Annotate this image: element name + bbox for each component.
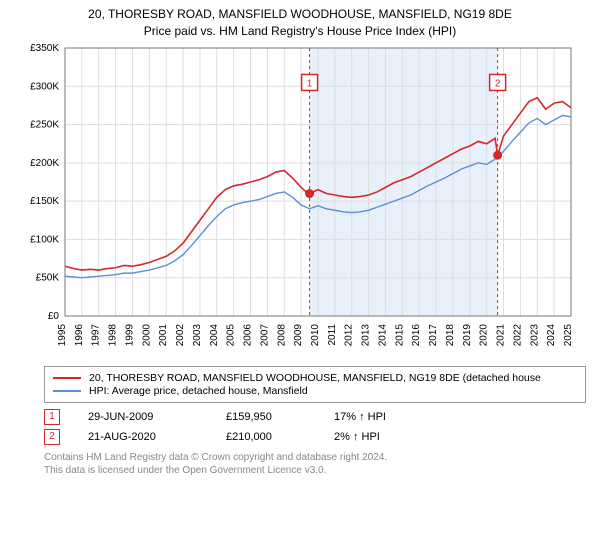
svg-text:1995: 1995 <box>57 323 68 346</box>
svg-text:1: 1 <box>307 78 313 89</box>
svg-text:2001: 2001 <box>158 323 169 346</box>
svg-text:£150K: £150K <box>30 196 59 207</box>
svg-text:2021: 2021 <box>496 323 507 346</box>
data-point-delta: 2% ↑ HPI <box>334 431 380 443</box>
svg-text:2004: 2004 <box>209 323 220 346</box>
svg-text:2017: 2017 <box>428 323 439 346</box>
price-chart: £0 £50K £100K £150K £200K £250K £300K £350K 1995… <box>15 42 585 362</box>
title-line-1: 20, THORESBY ROAD, MANSFIELD WOODHOUSE, … <box>0 6 600 23</box>
data-points-table: 1 29-JUN-2009 £159,950 17% ↑ HPI 2 21-AU… <box>44 409 586 445</box>
data-point-row: 2 21-AUG-2020 £210,000 2% ↑ HPI <box>44 429 586 445</box>
svg-text:£300K: £300K <box>30 81 59 92</box>
svg-text:£50K: £50K <box>36 272 60 283</box>
svg-text:2019: 2019 <box>462 323 473 346</box>
svg-text:2007: 2007 <box>259 323 270 346</box>
data-point-row: 1 29-JUN-2009 £159,950 17% ↑ HPI <box>44 409 586 425</box>
svg-text:2009: 2009 <box>293 323 304 346</box>
svg-text:2010: 2010 <box>310 323 321 346</box>
svg-text:2011: 2011 <box>327 323 338 345</box>
svg-text:2018: 2018 <box>445 323 456 346</box>
svg-text:2003: 2003 <box>192 323 203 346</box>
svg-text:1997: 1997 <box>91 323 102 346</box>
legend-label: 20, THORESBY ROAD, MANSFIELD WOODHOUSE, … <box>89 372 541 384</box>
svg-text:£0: £0 <box>48 311 60 322</box>
data-point-delta: 17% ↑ HPI <box>334 411 386 423</box>
data-point-price: £159,950 <box>226 411 306 423</box>
data-point-badge: 1 <box>44 409 60 425</box>
legend-swatch <box>53 390 81 392</box>
footer-line-2: This data is licensed under the Open Gov… <box>44 464 586 477</box>
svg-text:2008: 2008 <box>276 323 287 346</box>
svg-text:2006: 2006 <box>243 323 254 346</box>
svg-text:£250K: £250K <box>30 119 59 130</box>
footer: Contains HM Land Registry data © Crown c… <box>44 451 586 477</box>
svg-text:2005: 2005 <box>226 323 237 346</box>
svg-text:1998: 1998 <box>108 323 119 346</box>
svg-text:2025: 2025 <box>563 323 574 346</box>
svg-text:2: 2 <box>495 78 501 89</box>
legend-item: HPI: Average price, detached house, Mans… <box>53 385 577 397</box>
svg-text:£200K: £200K <box>30 157 59 168</box>
svg-text:2022: 2022 <box>512 323 523 346</box>
svg-text:2023: 2023 <box>529 323 540 346</box>
data-point-date: 29-JUN-2009 <box>88 411 198 423</box>
svg-text:2015: 2015 <box>394 323 405 346</box>
svg-text:2000: 2000 <box>141 323 152 346</box>
svg-text:1996: 1996 <box>74 323 85 346</box>
legend: 20, THORESBY ROAD, MANSFIELD WOODHOUSE, … <box>44 366 586 403</box>
legend-label: HPI: Average price, detached house, Mans… <box>89 385 308 397</box>
svg-text:1999: 1999 <box>124 323 135 346</box>
svg-text:£350K: £350K <box>30 43 59 54</box>
svg-text:2020: 2020 <box>479 323 490 346</box>
svg-text:2013: 2013 <box>361 323 372 346</box>
svg-text:2016: 2016 <box>411 323 422 346</box>
legend-item: 20, THORESBY ROAD, MANSFIELD WOODHOUSE, … <box>53 372 577 384</box>
svg-text:2014: 2014 <box>377 323 388 346</box>
legend-swatch <box>53 377 81 379</box>
chart-title: 20, THORESBY ROAD, MANSFIELD WOODHOUSE, … <box>0 0 600 40</box>
footer-line-1: Contains HM Land Registry data © Crown c… <box>44 451 586 464</box>
data-point-badge: 2 <box>44 429 60 445</box>
title-line-2: Price paid vs. HM Land Registry's House … <box>0 23 600 40</box>
data-point-date: 21-AUG-2020 <box>88 431 198 443</box>
svg-text:2002: 2002 <box>175 323 186 346</box>
data-point-price: £210,000 <box>226 431 306 443</box>
svg-text:2012: 2012 <box>344 323 355 346</box>
svg-text:£100K: £100K <box>30 234 59 245</box>
svg-text:2024: 2024 <box>546 323 557 346</box>
